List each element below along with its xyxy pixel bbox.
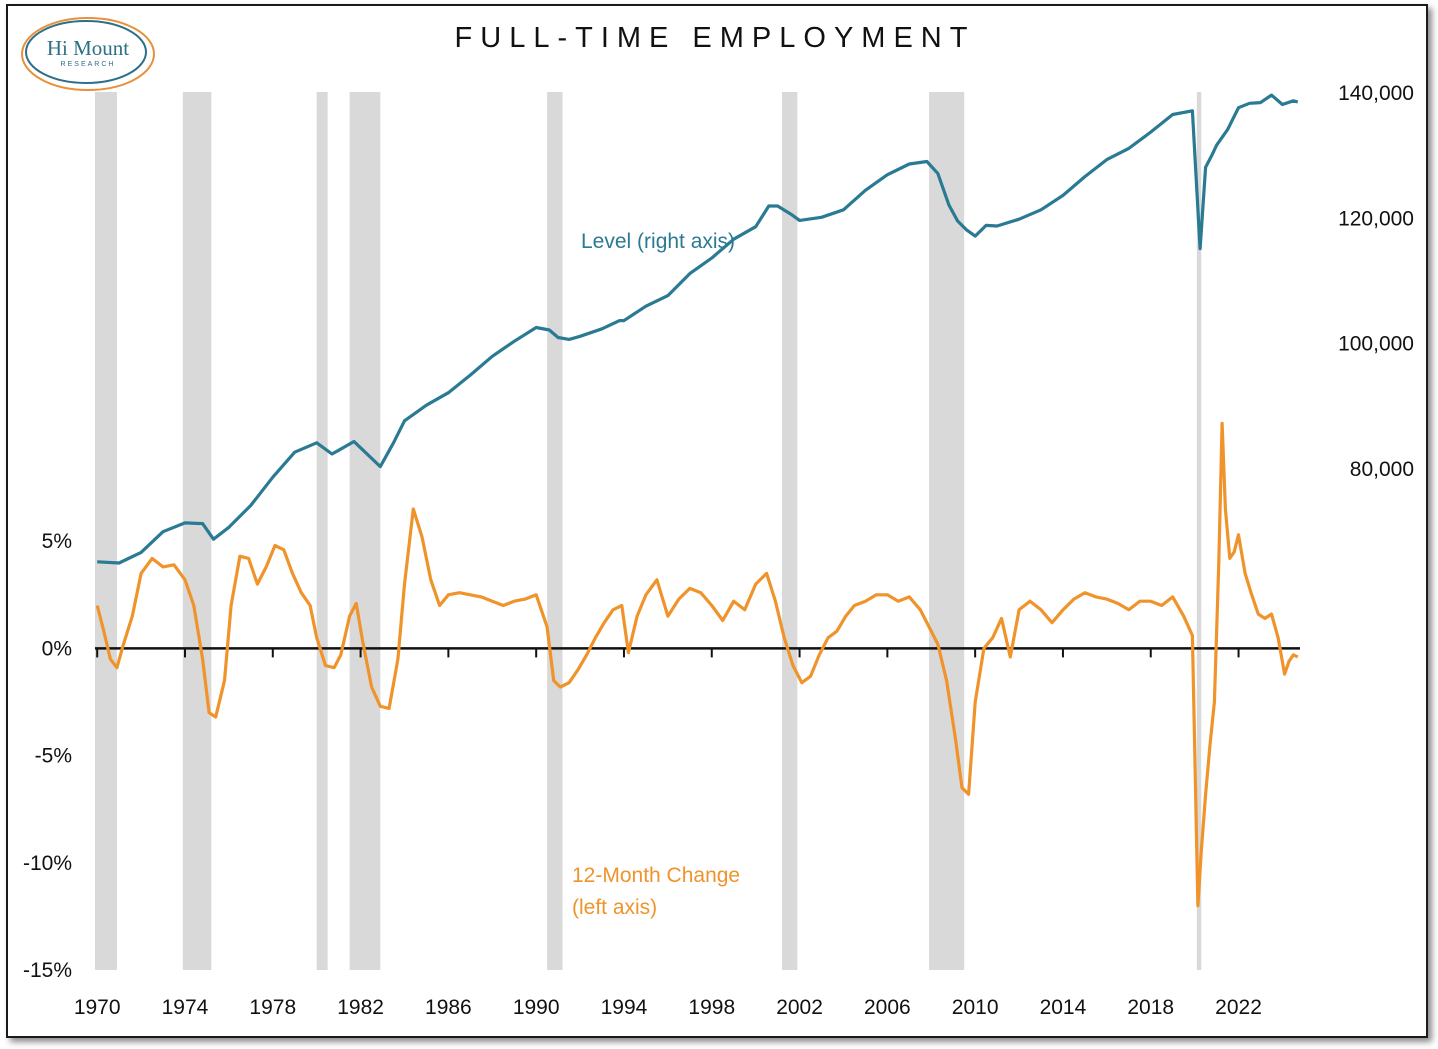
left-axis-tick-label: 0% bbox=[42, 637, 72, 660]
right-axis-tick-label: 140,000 bbox=[1338, 82, 1414, 105]
right-axis-tick-label: 120,000 bbox=[1338, 207, 1414, 230]
right-axis-tick-label: 100,000 bbox=[1338, 333, 1414, 356]
axes bbox=[95, 647, 1300, 658]
left-axis-tick-label: 5% bbox=[42, 530, 72, 553]
x-tick-label: 1986 bbox=[425, 996, 472, 1019]
x-tick-label: 2014 bbox=[1040, 996, 1087, 1019]
right-axis-tick-label: 80,000 bbox=[1350, 458, 1414, 481]
chart-title: FULL-TIME EMPLOYMENT bbox=[454, 22, 976, 54]
left-axis-tick-label: -10% bbox=[23, 852, 72, 875]
recession-band bbox=[782, 92, 798, 970]
logo-rings bbox=[21, 17, 155, 91]
recession-band bbox=[547, 92, 563, 970]
x-tick-label: 2006 bbox=[864, 996, 911, 1019]
recession-band bbox=[1196, 92, 1202, 970]
x-tick-label: 2022 bbox=[1215, 996, 1262, 1019]
left-axis-tick-label: -5% bbox=[35, 745, 72, 768]
x-tick-label: 1974 bbox=[162, 996, 209, 1019]
logo-name: Hi Mount bbox=[46, 36, 130, 60]
x-tick-label: 1970 bbox=[74, 996, 121, 1019]
x-tick-label: 1982 bbox=[337, 996, 384, 1019]
x-tick-label: 1990 bbox=[513, 996, 560, 1019]
recession-band bbox=[929, 92, 965, 970]
x-tick-label: 1978 bbox=[249, 996, 296, 1019]
level-annotation: Level (right axis) bbox=[581, 230, 735, 253]
logo-subtitle: RESEARCH bbox=[60, 61, 116, 68]
x-tick-label: 1994 bbox=[601, 996, 648, 1019]
recession-band bbox=[349, 92, 381, 970]
x-tick-label: 2010 bbox=[952, 996, 999, 1019]
annotations: Level (right axis) 12-Month Change (left a… bbox=[572, 230, 740, 919]
recession-band bbox=[316, 92, 328, 970]
chart-frame bbox=[6, 4, 1428, 1038]
change-series-line bbox=[95, 421, 1299, 908]
series-lines bbox=[95, 93, 1299, 908]
change-annotation: 12-Month Change bbox=[572, 864, 740, 887]
x-tick-label: 2002 bbox=[776, 996, 823, 1019]
logo: Hi Mount RESEARCH bbox=[18, 14, 158, 94]
x-tick-label: 2018 bbox=[1127, 996, 1174, 1019]
recession-bands bbox=[95, 92, 1202, 970]
change-annotation-axis-note: (left axis) bbox=[572, 896, 657, 919]
tick-labels: 1970 1974 1978 1982 1986 1990 1994 1998 2002 2006… bbox=[23, 82, 1414, 1019]
x-tick-label: 1998 bbox=[688, 996, 735, 1019]
recession-band bbox=[95, 92, 117, 970]
left-axis-tick-label: -15% bbox=[23, 959, 72, 982]
level-series-line bbox=[97, 93, 1299, 565]
